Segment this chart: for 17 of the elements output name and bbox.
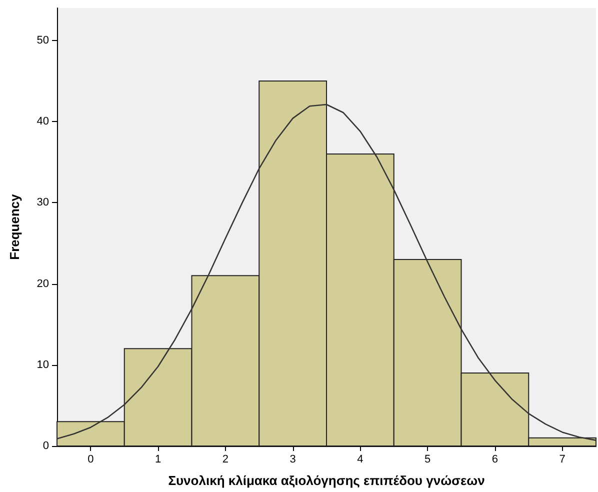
x-tick-label: 1 [155, 454, 162, 466]
x-tick-label: 2 [222, 454, 228, 466]
x-axis-title: Συνολική κλίμακα αξιολόγησης επιπέδου γνώσεων [168, 473, 485, 488]
x-tick-label: 3 [290, 454, 296, 466]
line-series [56, 104, 597, 441]
x-tick-label: 5 [424, 454, 431, 466]
x-tick-label: 4 [357, 454, 364, 466]
y-tick-label: 20 [36, 278, 49, 290]
x-tick-label: 7 [559, 454, 566, 466]
x-tick-label: 6 [492, 454, 498, 466]
y-tick-label: 0 [42, 440, 49, 452]
y-tick-label: 30 [36, 196, 49, 209]
y-tick-label: 40 [36, 116, 49, 128]
y-axis-title: Frequency [7, 193, 22, 260]
y-tick-label: 50 [36, 34, 49, 46]
x-tick-label: 0 [88, 454, 94, 466]
y-tick-label: 10 [36, 358, 49, 371]
